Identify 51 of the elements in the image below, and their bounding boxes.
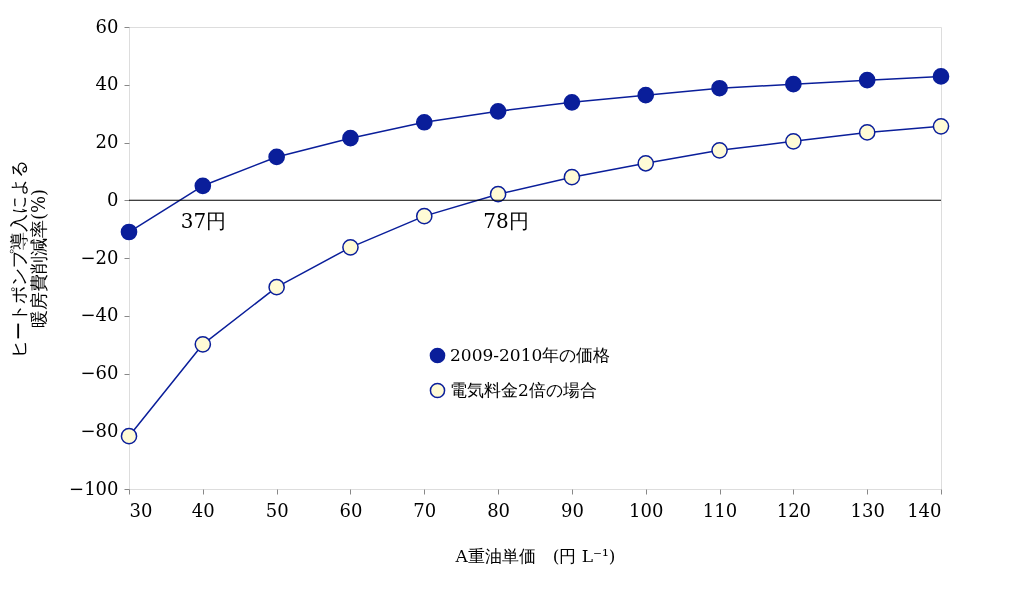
y-tick-label: −80 [80,419,119,441]
point [415,207,433,225]
x-tick-label: 80 [487,499,511,521]
x-tick-label: 70 [413,499,437,521]
point [342,239,359,256]
x-axis-title: A重油単価 (円 L⁻¹) [454,545,616,566]
legend-label: 電気料金2倍の場合 [450,379,597,400]
point [415,113,433,131]
point [489,103,507,120]
point [637,86,655,104]
annotation: 78円 [483,209,529,234]
point [268,148,285,166]
point [785,133,802,150]
point [858,124,876,141]
point [785,75,802,93]
x-tick-label: 120 [776,499,812,521]
point [711,79,728,97]
y-tick-label: −100 [69,477,119,499]
x-tick-label: 100 [629,499,664,521]
point [932,118,950,135]
point [711,141,728,159]
point [120,427,138,445]
point [342,129,359,147]
y-tick-label: 0 [107,188,119,210]
point [120,223,138,241]
x-tick-label: 60 [339,499,363,521]
point [194,336,212,353]
point [563,168,581,186]
x-tick-label: 50 [265,499,289,521]
x-tick-label: 40 [191,499,215,521]
y-axis-title: ヒートポンプ導入による暖房費削減率(%) [8,159,50,358]
x-tick-label: 140 [907,499,942,521]
y-tick-label: 60 [95,15,119,37]
point [858,71,876,89]
y-tick-label: −60 [80,362,119,383]
y-tick-label: −40 [80,304,119,326]
annotation: 37円 [180,209,227,234]
point [637,154,655,172]
point [932,68,950,85]
x-tick-label: 90 [560,499,584,521]
y-tick-label: 20 [95,131,119,152]
point [563,94,581,111]
legend-label: 2009-2010年の価格 [450,344,611,365]
point [268,278,285,296]
x-tick-label: 110 [702,499,738,521]
y-tick-label: 40 [95,73,119,95]
x-tick-label: 130 [850,499,885,521]
y-tick-label: −20 [80,246,119,268]
point [194,177,212,195]
x-tick-label: 30 [129,499,153,521]
point [489,185,507,203]
